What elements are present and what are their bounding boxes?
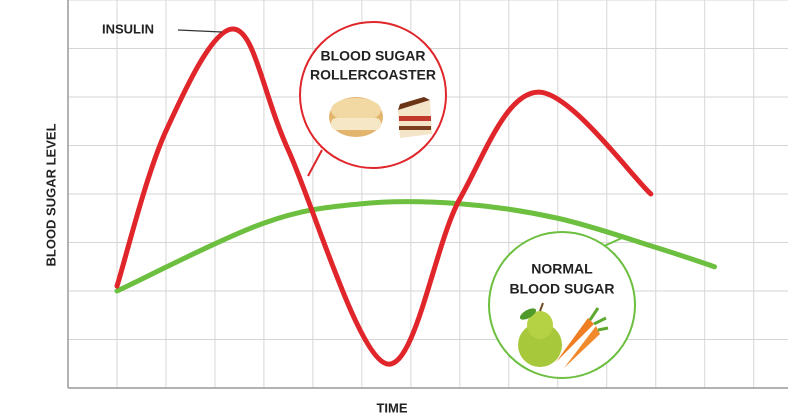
- line: [114, 199, 718, 294]
- series-label: INSULIN: [102, 21, 154, 36]
- pear-icon: [518, 302, 562, 367]
- leader-line: [177, 29, 223, 33]
- line: [114, 26, 654, 367]
- callout-connector: [307, 149, 323, 177]
- callout-text: BLOOD SUGAR: [510, 281, 615, 297]
- bun-icon: [329, 97, 383, 137]
- callout-text: ROLLERCOASTER: [310, 67, 436, 83]
- callout-circle: [299, 21, 447, 169]
- y-axis-label: BLOOD SUGAR LEVEL: [43, 123, 58, 266]
- carrot-icon: [556, 307, 609, 368]
- cake-icon: [398, 97, 432, 138]
- callout-text: NORMAL: [531, 261, 593, 277]
- callout-circle: [488, 231, 636, 379]
- callout-connector: [603, 237, 623, 247]
- x-axis-label: TIME: [376, 400, 407, 415]
- callout-text: BLOOD SUGAR: [321, 48, 426, 64]
